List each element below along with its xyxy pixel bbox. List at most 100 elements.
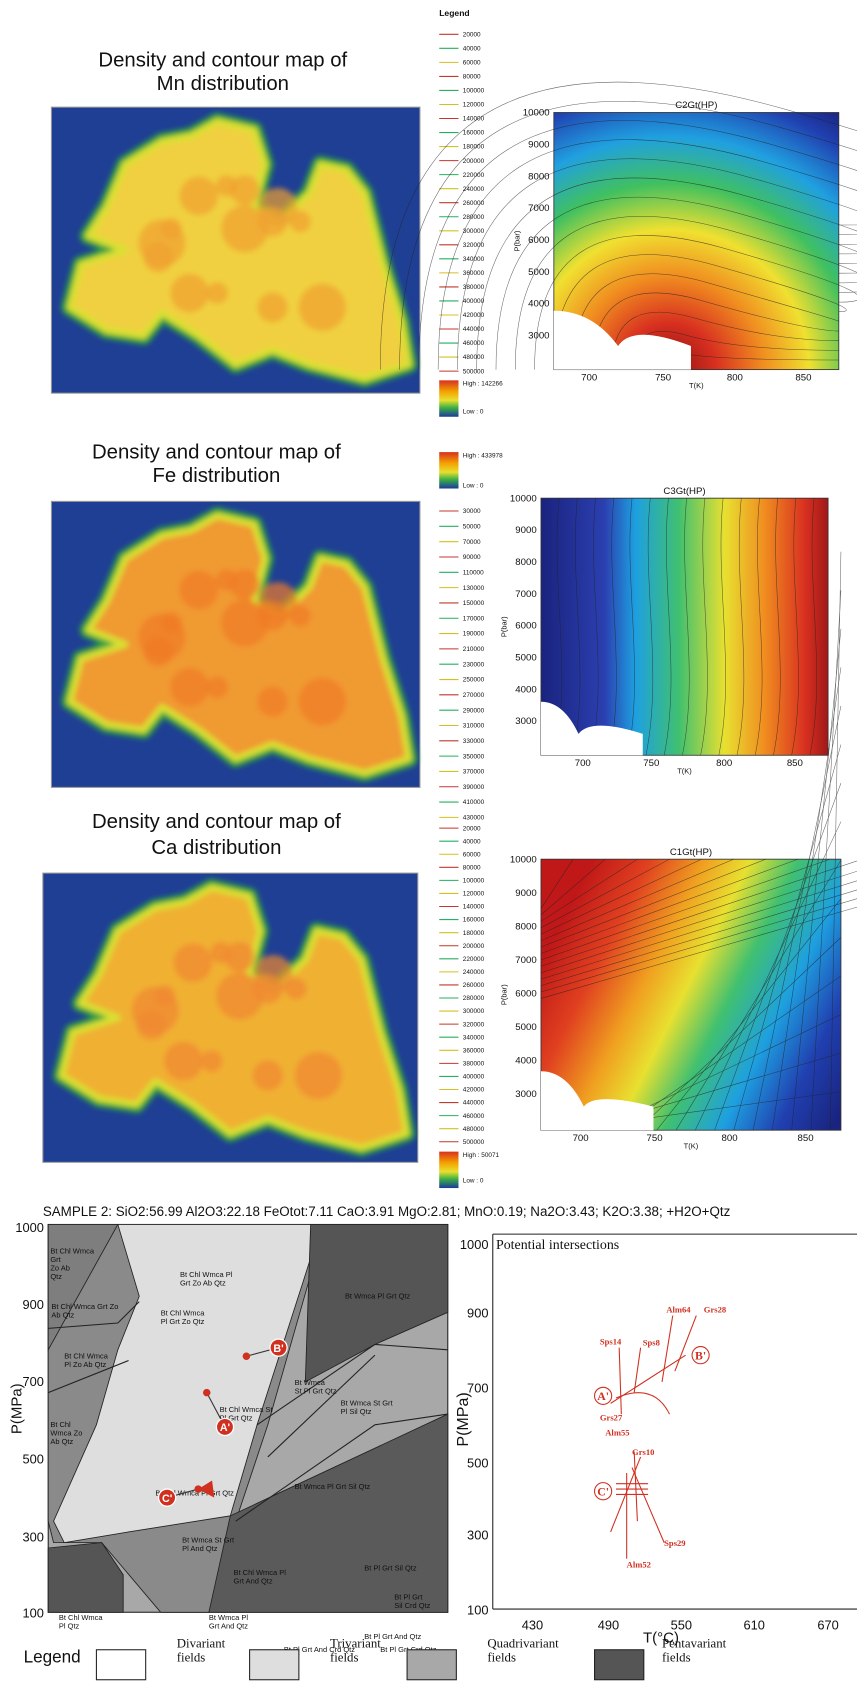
intersection-label: Grs28 xyxy=(704,1304,726,1314)
legend-value: 80000 xyxy=(463,74,481,81)
legend-value: 20000 xyxy=(463,31,481,38)
blob-spot xyxy=(252,1060,283,1091)
x-axis-label: T(K) xyxy=(684,1141,699,1150)
legend-value: 350000 xyxy=(463,753,485,760)
x-tick-label: 700 xyxy=(573,1133,589,1144)
contour-field xyxy=(553,112,840,371)
blank-corner xyxy=(540,701,643,756)
x-tick-label: 430 xyxy=(522,1617,543,1632)
y-tick-label: 100 xyxy=(467,1602,488,1617)
contour-lines xyxy=(380,81,857,370)
blob-spot xyxy=(294,1052,342,1100)
blob-spot xyxy=(285,978,307,1000)
blob-spot xyxy=(229,175,260,206)
blob-spot xyxy=(252,973,283,1004)
intersection-label: B' xyxy=(695,1349,706,1362)
field-label: Bt Chl Wmca xyxy=(64,1351,109,1360)
label-ring xyxy=(691,1346,710,1365)
intersection-curve xyxy=(610,1354,686,1404)
blob-spot xyxy=(131,986,179,1035)
blob-spot xyxy=(216,972,264,1020)
x-tick-label: 700 xyxy=(575,758,591,769)
field-label: Pl And Qtz xyxy=(182,1544,218,1553)
blob-spot xyxy=(138,219,186,267)
blob-spot xyxy=(138,613,186,661)
panel-title: Potential intersections xyxy=(496,1238,619,1253)
legend-value: 270000 xyxy=(463,692,485,699)
legend-value: 220000 xyxy=(463,172,485,179)
blob-spot xyxy=(257,206,288,237)
field-label: Pl Qtz xyxy=(59,1621,80,1630)
field-label: Bt Chl Wmca Pl xyxy=(180,1270,233,1279)
legend-value: 280000 xyxy=(463,214,485,221)
x-axis-label: T(K) xyxy=(689,381,704,390)
legend-value: 260000 xyxy=(463,200,485,207)
blob-spot xyxy=(179,176,219,216)
field-label: Bt Pl Grt And Crd Qtz xyxy=(284,1645,355,1654)
legend-value: 300000 xyxy=(463,1008,485,1015)
intersection-label: Alm52 xyxy=(627,1559,651,1569)
contour-line xyxy=(380,81,857,370)
x-tick-label: 850 xyxy=(798,1133,814,1144)
blob-spot xyxy=(170,273,209,313)
field-label: Grt And Qtz xyxy=(209,1621,248,1630)
legend-value: 370000 xyxy=(463,769,485,776)
x-tick-label: 800 xyxy=(721,1133,737,1144)
reaction-line xyxy=(235,1413,448,1522)
blob-spot xyxy=(229,569,260,600)
legend-title: Legend xyxy=(439,8,469,18)
blob-spot xyxy=(289,605,311,627)
y-tick-label: 900 xyxy=(467,1306,488,1321)
y-tick-label: 8000 xyxy=(528,171,549,182)
contour-line xyxy=(540,858,842,1131)
pentavariant-field xyxy=(304,1224,449,1383)
intersection-label: Sps14 xyxy=(600,1336,622,1346)
x-tick-label: 700 xyxy=(581,372,597,383)
y-tick-label: 5000 xyxy=(515,652,536,663)
legend-value: 40000 xyxy=(463,838,481,845)
high-label: High : 433978 xyxy=(463,452,503,459)
legend-value: 430000 xyxy=(463,815,485,822)
contour-line xyxy=(645,498,654,756)
y-tick-label: 500 xyxy=(467,1456,488,1471)
field-label: Bt Wmca Pl Grt Sil Qtz xyxy=(295,1482,371,1491)
legend-value: 50000 xyxy=(463,523,481,530)
reaction-line xyxy=(256,1343,448,1426)
y-axis-label: P(MPa) xyxy=(8,1383,25,1434)
contour-line xyxy=(700,498,708,756)
contour-line xyxy=(592,292,839,370)
y-tick-label: 10000 xyxy=(523,108,550,119)
y-tick-label: 10000 xyxy=(510,854,537,865)
x-tick-label: 750 xyxy=(643,758,659,769)
field-label: Ab Qtz xyxy=(51,1311,74,1320)
y-tick-label: 6000 xyxy=(528,235,549,246)
intersection-curve xyxy=(631,1467,665,1543)
legend-value: 390000 xyxy=(463,784,485,791)
field-label: Bt Wmca Pl Grt Qtz xyxy=(345,1291,411,1300)
legend-value: 40000 xyxy=(463,45,481,52)
low-label: Low : 0 xyxy=(463,482,484,489)
legend-value: 220000 xyxy=(463,956,485,963)
intersection-label: Alm55 xyxy=(605,1428,629,1438)
legend-value: 240000 xyxy=(463,969,485,976)
blob-spot xyxy=(221,205,269,253)
field-label: St Pl Grt Qtz xyxy=(295,1387,337,1396)
legend-value: 210000 xyxy=(463,646,485,653)
contour-line xyxy=(540,628,857,1131)
contour-line xyxy=(476,177,857,370)
legend-value: 440000 xyxy=(463,326,485,333)
low-label: Low : 0 xyxy=(463,1178,484,1185)
legend-value: 20000 xyxy=(463,825,481,832)
contour-line xyxy=(540,858,842,1131)
intersection-curve xyxy=(661,1315,674,1383)
y-axis-label: P(bar) xyxy=(500,616,509,637)
y-tick-label: 300 xyxy=(22,1530,43,1545)
x-axis-label: T(K) xyxy=(677,766,692,775)
contour-line xyxy=(399,100,857,370)
contour-line xyxy=(437,139,857,370)
intersection-curve xyxy=(618,1347,622,1415)
field-label: Bt Wmca St Grt xyxy=(182,1536,235,1545)
color-bar xyxy=(439,380,459,417)
contour-line xyxy=(609,498,617,756)
blob-spot xyxy=(298,678,346,726)
